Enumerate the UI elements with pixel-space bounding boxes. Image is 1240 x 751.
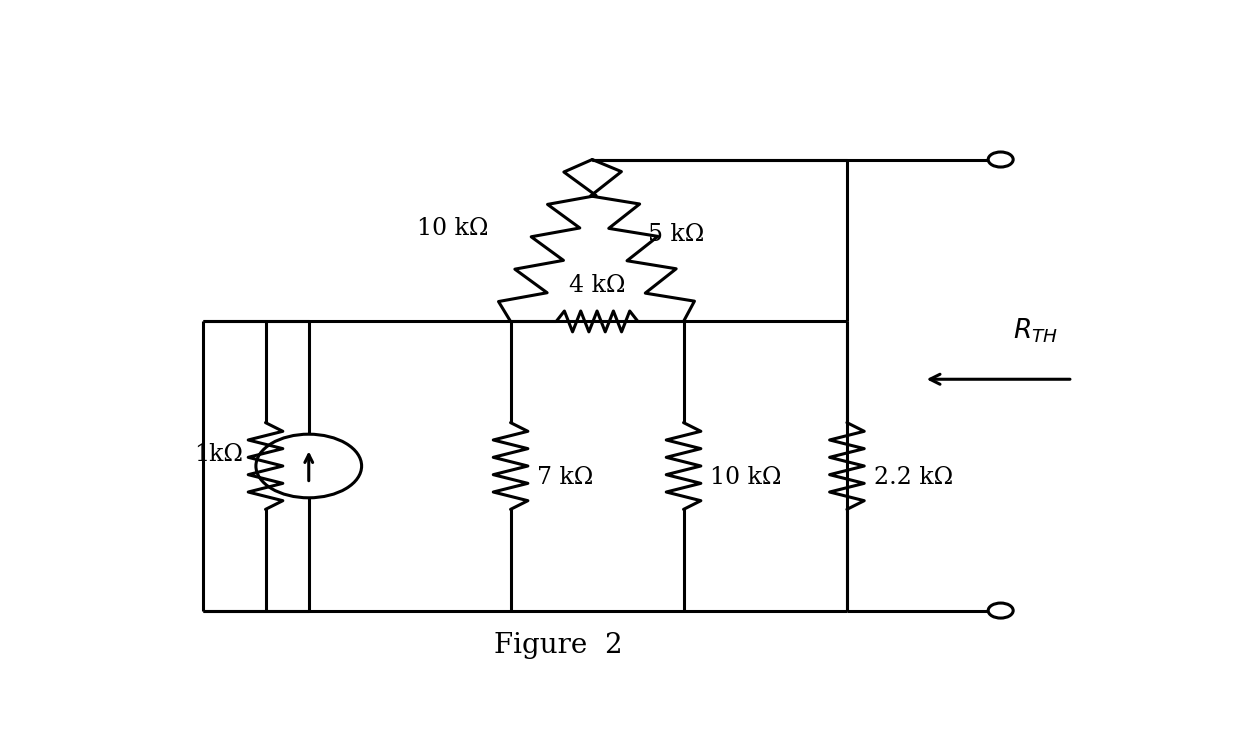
Text: 5 kΩ: 5 kΩ <box>647 223 704 246</box>
Text: 1kΩ: 1kΩ <box>195 443 243 466</box>
Text: 10 kΩ: 10 kΩ <box>711 466 782 489</box>
Text: 2.2 kΩ: 2.2 kΩ <box>874 466 954 489</box>
Text: 7 kΩ: 7 kΩ <box>537 466 594 489</box>
Text: 10 kΩ: 10 kΩ <box>418 217 489 240</box>
Text: Figure  2: Figure 2 <box>495 632 622 659</box>
Text: 4 kΩ: 4 kΩ <box>569 273 625 297</box>
Text: $R_{TH}$: $R_{TH}$ <box>1013 316 1058 345</box>
